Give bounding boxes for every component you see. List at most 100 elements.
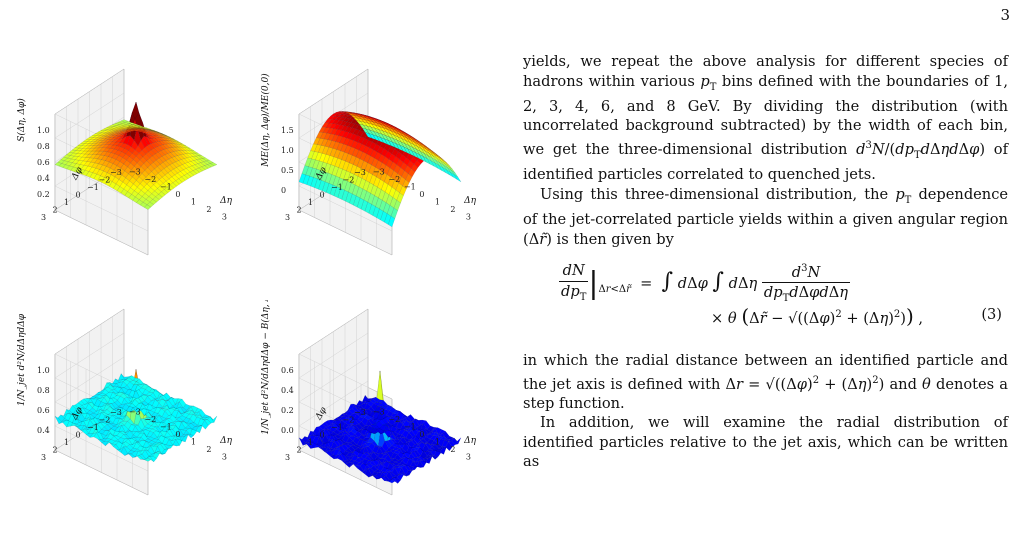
page-number: 3: [1000, 6, 1010, 24]
x-tick-label: −1: [160, 183, 172, 192]
x-tick-label: 0: [419, 430, 424, 439]
y-tick-label: 3: [285, 453, 290, 462]
equation-number: (3): [981, 306, 1002, 324]
y-tick-label: −1: [331, 183, 343, 192]
z-axis-label: ME(Δη, Δφ)/ME(0,0): [260, 73, 271, 168]
z-tick-label: 1.5: [281, 126, 294, 135]
y-tick-label: 0: [76, 191, 81, 200]
surface: [54, 101, 218, 210]
y-tick-label: −3: [110, 168, 122, 177]
x-tick-label: 1: [435, 198, 440, 207]
z-tick-label: 0.6: [281, 366, 294, 375]
paragraph-radial-distribution: In addition, we will examine the radial …: [523, 414, 1008, 471]
x-tick-label: −2: [144, 175, 156, 184]
surface: [298, 370, 462, 484]
x-tick-label: 2: [450, 205, 455, 214]
paragraph-pt-dependence: Using this three-dimensional distributio…: [523, 185, 1009, 248]
z-tick-label: 1.0: [37, 366, 50, 375]
z-tick-label: 0.4: [37, 426, 50, 435]
surface: [298, 111, 462, 228]
y-tick-label: −3: [110, 408, 122, 417]
y-tick-label: −1: [87, 183, 99, 192]
z-axis-label: S(Δη, Δφ): [16, 98, 27, 142]
z-tick-label: 0: [281, 186, 286, 195]
equation-line-2: × θ (Δr̃ − √((Δφ)2 + (Δη)2)) ,: [711, 303, 924, 328]
y-tick-label: 0: [320, 431, 325, 440]
y-tick-label: 3: [285, 213, 290, 222]
x-tick-label: 3: [466, 213, 471, 222]
x-tick-label: 0: [419, 190, 424, 199]
x-tick-label: 1: [191, 438, 196, 447]
text-column: yields, we repeat the above analysis for…: [523, 52, 1008, 472]
x-tick-label: 0: [175, 430, 180, 439]
y-tick-label: 1: [308, 438, 313, 447]
z-axis-label: 1/N_jet d²N/dΔηdΔφ − B(Δη, Δφ): [260, 300, 271, 435]
x-tick-label: 2: [450, 445, 455, 454]
x-tick-label: −2: [388, 415, 400, 424]
figure-panel-d: −3 −2 −1 0 1 2 3 3 2 1 0 −1 −2 −3 0.6 0.4 0.2 0.0 Δη Δφ 1/N_…: [258, 300, 498, 532]
surface-plot-b: −3−2−101233210−1−2−31.51.00.50ΔηΔφME(Δη,…: [260, 68, 477, 256]
figure-panel-b: −3 −2 −1 0 1 2 3 3 2 1 0 −1 −2 −3 1.5 1.0 0.5 0 Δη Δφ ME(Δη,…: [258, 60, 498, 292]
paragraph-radial-distance: in which the radial distance between an …: [523, 352, 1008, 412]
x-tick-label: −1: [404, 423, 416, 432]
equation-line-1: dN dpT |Δr<Δr̃ = ∫ dΔφ ∫ dΔη d3N dpTdΔφdΔη: [559, 259, 851, 309]
y-tick-label: 3: [41, 453, 46, 462]
y-tick-label: −3: [354, 168, 366, 177]
surface: [54, 369, 218, 463]
x-tick-label: −3: [129, 168, 141, 177]
z-tick-label: 0.5: [281, 166, 294, 175]
y-tick-label: 1: [308, 198, 313, 207]
z-tick-label: 0.8: [37, 142, 50, 151]
surface-plot-d: −3−2−101233210−1−2−30.60.40.20.0ΔηΔφ1/N_…: [260, 300, 477, 496]
x-axis-label: Δη: [463, 196, 476, 206]
x-tick-label: 2: [206, 205, 211, 214]
x-tick-label: 1: [191, 198, 196, 207]
z-tick-label: 0.0: [281, 426, 294, 435]
y-tick-label: −2: [343, 176, 355, 185]
x-tick-label: 3: [222, 213, 227, 222]
z-tick-label: 0.8: [37, 386, 50, 395]
x-tick-label: −3: [373, 168, 385, 177]
z-tick-label: 0.6: [37, 158, 50, 167]
y-tick-label: 2: [53, 206, 58, 215]
x-tick-label: 0: [175, 190, 180, 199]
z-tick-label: 0.4: [37, 174, 50, 183]
z-tick-label: 0.4: [281, 386, 294, 395]
x-tick-label: −2: [388, 175, 400, 184]
y-tick-label: −2: [343, 416, 355, 425]
z-tick-label: 0.2: [37, 190, 50, 199]
x-axis-label: Δη: [463, 436, 476, 446]
y-tick-label: 2: [297, 446, 302, 455]
y-tick-label: −2: [99, 176, 111, 185]
y-tick-label: −3: [354, 408, 366, 417]
x-tick-label: −2: [144, 415, 156, 424]
x-tick-label: −3: [373, 408, 385, 417]
z-tick-label: 0.2: [281, 406, 294, 415]
x-tick-label: 1: [435, 438, 440, 447]
x-axis-label: Δη: [219, 436, 232, 446]
equation-3: dN dpT |Δr<Δr̃ = ∫ dΔφ ∫ dΔη d3N dpTdΔφdΔη …: [523, 259, 1008, 345]
x-tick-label: 3: [222, 453, 227, 462]
x-tick-label: −3: [129, 408, 141, 417]
y-tick-label: 2: [297, 206, 302, 215]
z-tick-label: 1.0: [37, 126, 50, 135]
surface-plot-c: −3−2−101233210−1−2−31.00.80.60.4ΔηΔφ1/N_…: [17, 308, 233, 496]
y-tick-label: 0: [320, 191, 325, 200]
y-tick-label: −1: [87, 423, 99, 432]
x-tick-label: 2: [206, 445, 211, 454]
x-axis-label: Δη: [219, 196, 232, 206]
x-tick-label: −1: [160, 423, 172, 432]
y-tick-label: −1: [331, 423, 343, 432]
x-tick-label: −1: [404, 183, 416, 192]
y-tick-label: −2: [99, 416, 111, 425]
z-tick-label: 0.6: [37, 406, 50, 415]
z-tick-label: 1.0: [281, 146, 294, 155]
y-tick-label: 1: [64, 438, 69, 447]
figure-panel-a: −3 −2 −1 0 1 2 3 3 2 1 0 −1 −2 −3 1.0 0.8 0.6 0.4 0.2 Δη Δφ S…: [14, 60, 254, 292]
z-axis-label: 1/N_jet d²N/dΔηdΔφ: [17, 313, 27, 406]
y-tick-label: 0: [76, 431, 81, 440]
paragraph-yields: yields, we repeat the above analysis for…: [523, 53, 1008, 184]
